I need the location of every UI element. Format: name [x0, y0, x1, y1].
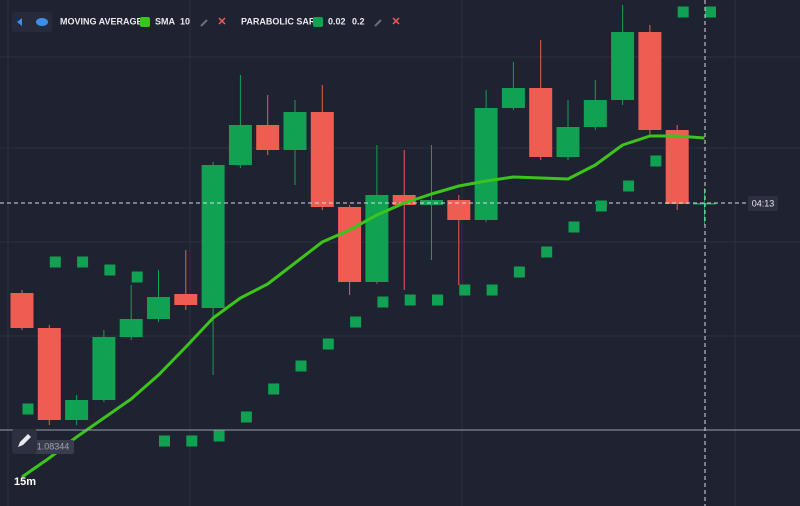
sar-dot — [705, 6, 716, 18]
candle-body — [474, 108, 498, 220]
candle-body — [665, 130, 689, 204]
sar-dot — [186, 435, 198, 447]
sar-dot — [568, 221, 580, 233]
sar-dot — [104, 264, 116, 276]
candle-body — [501, 88, 525, 108]
edit-icon[interactable] — [374, 19, 382, 27]
sar-dot — [268, 383, 280, 395]
candle-body — [201, 165, 225, 308]
sar-dot — [77, 256, 89, 268]
candle-body — [611, 32, 635, 100]
sar-dot — [404, 294, 416, 306]
candle-body — [228, 125, 252, 165]
sar-dot — [49, 256, 61, 268]
sar-dot — [595, 200, 607, 212]
candle-body — [420, 200, 443, 205]
remove-icon[interactable] — [218, 17, 226, 25]
eye-icon — [36, 18, 48, 26]
candle-body — [583, 100, 607, 127]
sar-dot — [131, 271, 143, 283]
candle-body — [365, 195, 389, 282]
candle-body — [283, 112, 307, 150]
legend-param: 0.2 — [352, 16, 365, 26]
candle-body — [147, 297, 170, 319]
candle-body — [65, 400, 89, 420]
candle-body — [10, 293, 34, 328]
candle-body — [310, 112, 334, 207]
candle-body — [338, 207, 362, 282]
price-marker: 1.08344 — [37, 441, 70, 451]
price-marker-box — [32, 440, 74, 454]
remove-icon[interactable] — [392, 17, 400, 25]
nav-buttons[interactable] — [12, 12, 52, 32]
candle-body — [529, 88, 553, 157]
legend-param: 10 — [180, 16, 190, 26]
legend-swatch[interactable] — [313, 17, 323, 27]
back-icon — [17, 18, 22, 26]
legend-name: PARABOLIC SAR — [241, 16, 316, 26]
countdown-box — [748, 196, 778, 211]
sma-line — [21, 134, 705, 479]
candle-body — [447, 200, 471, 220]
edit-icon[interactable] — [200, 19, 208, 27]
plot — [0, 5, 748, 479]
sar-dot — [623, 180, 635, 192]
sar-dot — [377, 296, 389, 308]
candle-body — [638, 32, 662, 130]
sar-dot — [677, 6, 689, 18]
sar-dot — [295, 360, 307, 372]
legend-swatch[interactable] — [140, 17, 150, 27]
legend-param: 0.02 — [328, 16, 346, 26]
legend-name: MOVING AVERAGE — [60, 16, 143, 26]
sar-dot — [350, 316, 362, 328]
sar-dot — [159, 435, 170, 447]
timeframe[interactable]: 15m — [14, 476, 36, 488]
sar-dot — [513, 266, 525, 278]
sar-dot — [432, 294, 443, 306]
sar-dot — [541, 246, 553, 258]
sar-dot — [213, 430, 225, 442]
candle-body — [37, 328, 61, 420]
countdown: 04:13 — [752, 198, 775, 208]
sar-dot — [459, 284, 471, 296]
sar-dot — [486, 284, 498, 296]
candle-body — [256, 125, 280, 150]
candle-body — [92, 337, 116, 400]
sar-dot — [22, 403, 34, 415]
candle-body — [392, 195, 416, 205]
pencil-icon — [18, 434, 31, 447]
sar-dot — [322, 338, 334, 350]
sar-dot — [650, 155, 662, 167]
legend-kind: SMA — [155, 16, 176, 26]
candle-body — [556, 127, 580, 157]
candle-body — [119, 319, 143, 337]
candle-body — [174, 294, 198, 305]
sar-dot — [240, 411, 252, 423]
